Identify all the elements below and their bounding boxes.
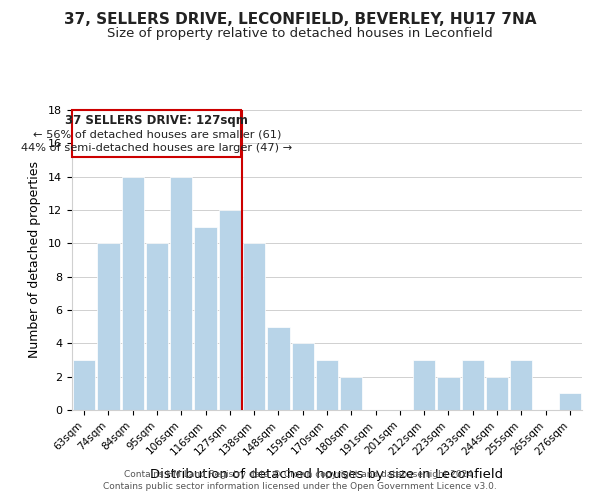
- Bar: [194, 226, 217, 410]
- Bar: [122, 176, 144, 410]
- Text: Size of property relative to detached houses in Leconfield: Size of property relative to detached ho…: [107, 28, 493, 40]
- Bar: [316, 360, 338, 410]
- X-axis label: Distribution of detached houses by size in Leconfield: Distribution of detached houses by size …: [151, 468, 503, 480]
- Bar: [73, 360, 95, 410]
- Text: 37, SELLERS DRIVE, LECONFIELD, BEVERLEY, HU17 7NA: 37, SELLERS DRIVE, LECONFIELD, BEVERLEY,…: [64, 12, 536, 28]
- Bar: [340, 376, 362, 410]
- Y-axis label: Number of detached properties: Number of detached properties: [28, 162, 41, 358]
- Text: ← 56% of detached houses are smaller (61): ← 56% of detached houses are smaller (61…: [32, 129, 281, 139]
- Bar: [170, 176, 193, 410]
- FancyBboxPatch shape: [73, 110, 241, 156]
- Bar: [243, 244, 265, 410]
- Text: Contains HM Land Registry data © Crown copyright and database right 2024.: Contains HM Land Registry data © Crown c…: [124, 470, 476, 479]
- Bar: [461, 360, 484, 410]
- Bar: [292, 344, 314, 410]
- Text: Contains public sector information licensed under the Open Government Licence v3: Contains public sector information licen…: [103, 482, 497, 491]
- Bar: [510, 360, 532, 410]
- Bar: [97, 244, 119, 410]
- Bar: [559, 394, 581, 410]
- Bar: [486, 376, 508, 410]
- Bar: [413, 360, 436, 410]
- Text: 44% of semi-detached houses are larger (47) →: 44% of semi-detached houses are larger (…: [21, 142, 292, 152]
- Bar: [146, 244, 168, 410]
- Bar: [437, 376, 460, 410]
- Text: 37 SELLERS DRIVE: 127sqm: 37 SELLERS DRIVE: 127sqm: [65, 114, 248, 128]
- Bar: [267, 326, 290, 410]
- Bar: [218, 210, 241, 410]
